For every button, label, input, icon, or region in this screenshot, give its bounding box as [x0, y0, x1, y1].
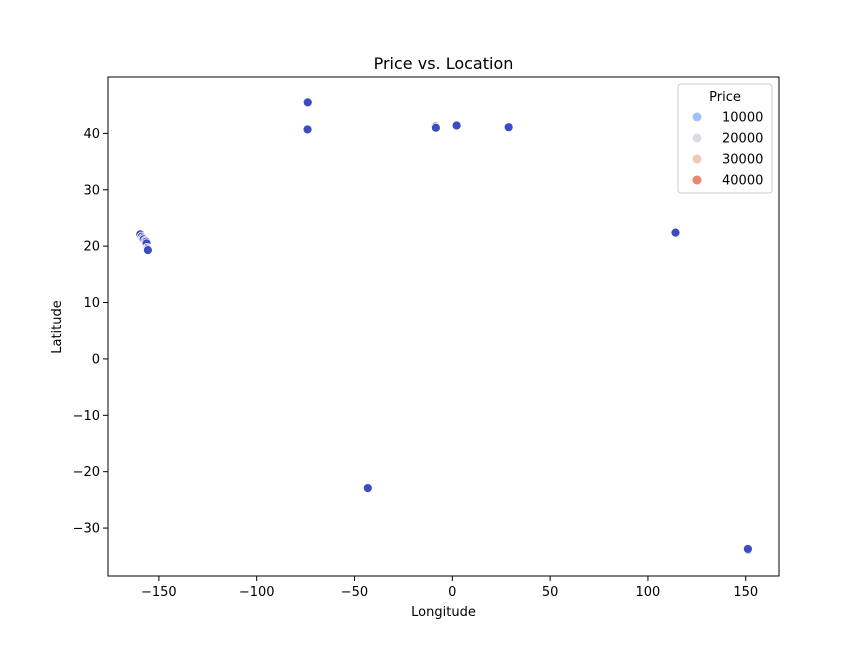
legend-label: 40000 — [722, 174, 763, 189]
data-point — [302, 97, 313, 108]
data-point — [451, 120, 462, 131]
y-tick-label: −20 — [73, 465, 100, 480]
data-point — [670, 227, 681, 238]
legend-entries: 10000 20000 30000 40000 — [692, 111, 763, 189]
x-tick-label: 100 — [636, 585, 661, 600]
legend-label: 10000 — [722, 111, 763, 126]
x-axis: −150 −100 −50 0 50 100 150 — [141, 576, 758, 600]
points-layer — [135, 97, 753, 555]
legend-marker — [692, 154, 702, 164]
data-point — [742, 544, 753, 554]
x-tick-label: −50 — [341, 585, 368, 600]
legend-label: 20000 — [722, 132, 763, 147]
y-tick-label: 40 — [83, 127, 100, 142]
y-tick-label: −10 — [73, 409, 100, 424]
legend-marker — [692, 133, 702, 143]
legend: Price 10000 20000 30000 40000 — [677, 83, 773, 194]
data-point — [143, 245, 153, 255]
data-point — [362, 483, 373, 493]
y-tick-label: 10 — [83, 296, 100, 311]
data-point — [302, 124, 313, 135]
y-axis: −30 −20 −10 0 10 20 30 40 — [73, 127, 108, 537]
y-tick-label: 20 — [83, 240, 100, 255]
plot-frame — [107, 76, 780, 577]
x-axis-title: Longitude — [411, 605, 476, 620]
x-tick-label: 0 — [448, 585, 456, 600]
data-point — [430, 122, 441, 133]
legend-frame — [677, 83, 773, 194]
y-axis-title: Latitude — [50, 300, 65, 354]
x-tick-label: 150 — [733, 585, 758, 600]
y-tick-label: 0 — [92, 352, 100, 367]
chart-title: Price vs. Location — [374, 54, 514, 73]
y-tick-label: −30 — [73, 522, 100, 537]
x-tick-label: −100 — [239, 585, 275, 600]
legend-label: 30000 — [722, 153, 763, 168]
data-point — [503, 122, 514, 133]
legend-marker — [692, 175, 702, 185]
y-tick-label: 30 — [83, 183, 100, 198]
x-tick-label: 50 — [542, 585, 559, 600]
legend-marker — [692, 112, 702, 122]
legend-title: Price — [709, 90, 741, 105]
x-tick-label: −150 — [141, 585, 177, 600]
